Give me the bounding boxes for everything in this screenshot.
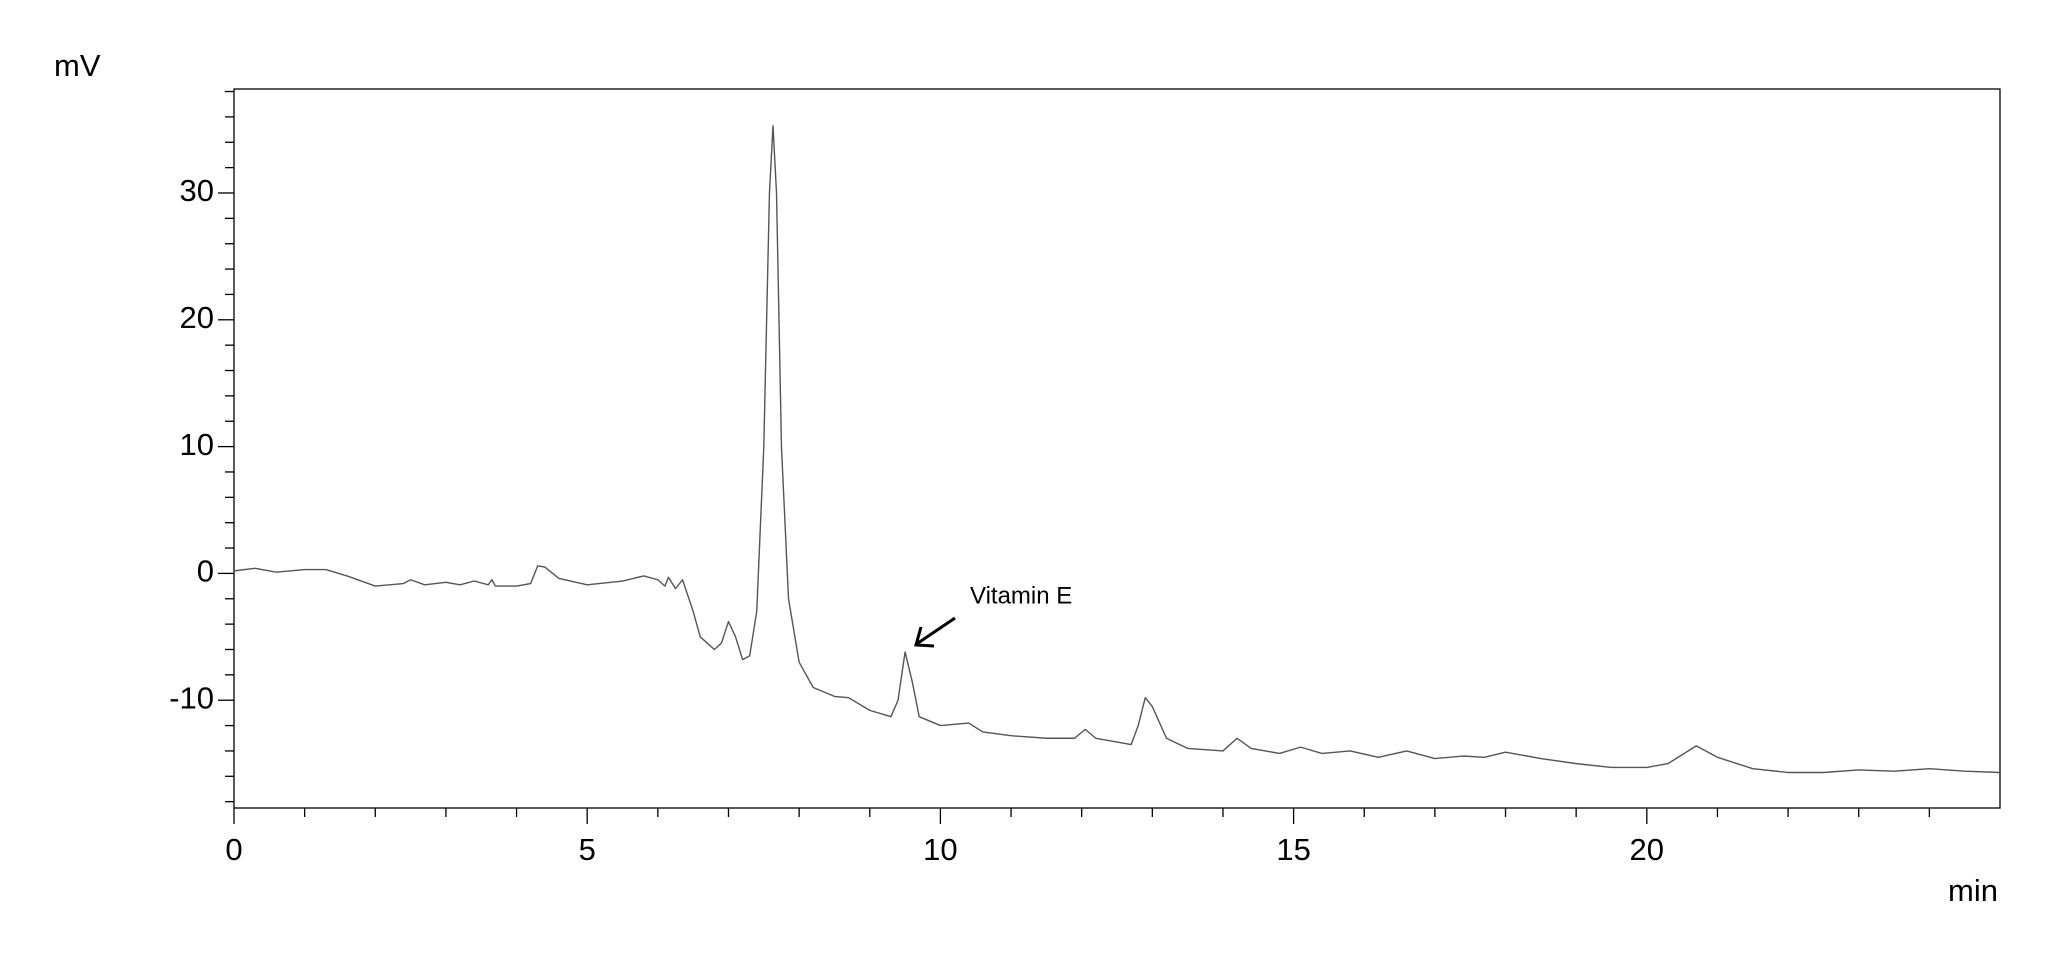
- x-tick-label: 0: [225, 832, 242, 867]
- y-axis-label: mV: [54, 48, 101, 83]
- x-tick-label: 20: [1630, 832, 1664, 867]
- annotation: Vitamin E: [970, 582, 1072, 609]
- x-tick-label: 15: [1276, 832, 1310, 867]
- x-axis-label: min: [1948, 873, 1998, 908]
- annotation-arrow: [914, 616, 956, 648]
- trace: [233, 125, 2001, 774]
- y-tick-label: -10: [169, 680, 214, 715]
- y-tick-label: 10: [180, 427, 214, 462]
- y-tick-label: 30: [180, 173, 214, 208]
- plot-frame: [233, 88, 2001, 809]
- x-tick-label: 10: [923, 832, 957, 867]
- y-tick-label: 0: [197, 554, 214, 589]
- x-tick-label: 5: [579, 832, 596, 867]
- y-tick-label: 20: [180, 300, 214, 335]
